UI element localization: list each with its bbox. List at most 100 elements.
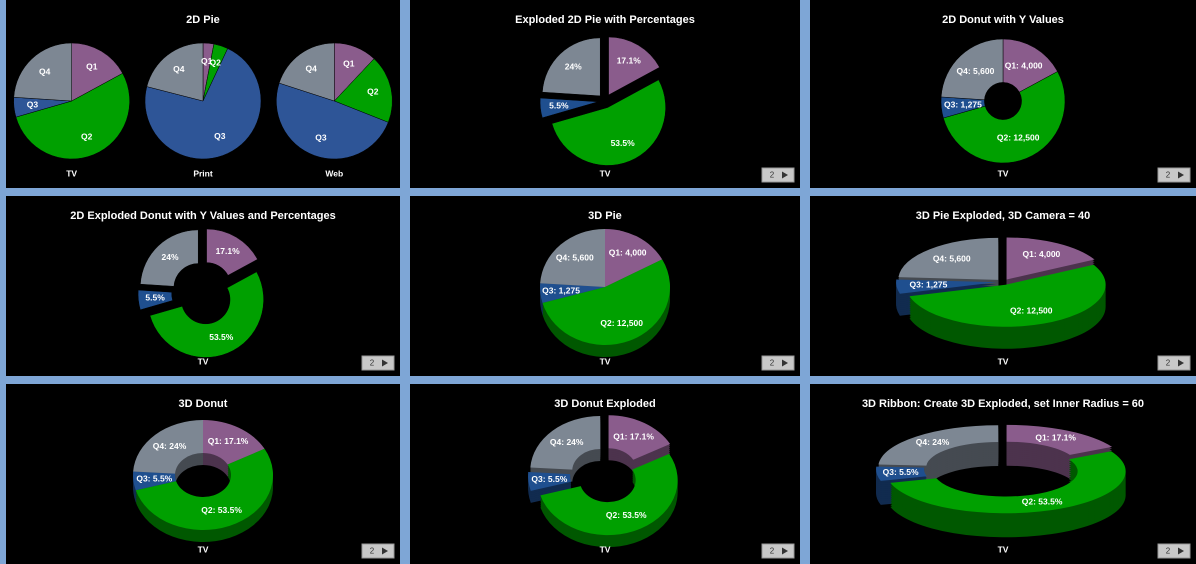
slice-label: Q2: 53.5% <box>201 505 242 515</box>
chart-title: 3D Pie Exploded, 3D Camera = 40 <box>916 210 1091 222</box>
slice-label: Q2: 53.5% <box>1022 497 1063 507</box>
slice <box>71 42 123 102</box>
pager-arrow <box>1178 171 1184 179</box>
chart-title: 3D Donut <box>179 398 228 410</box>
pager-arrow <box>1178 359 1184 367</box>
slice-label: 5.5% <box>549 100 569 110</box>
pager-label: 2 <box>370 359 375 368</box>
pager-button[interactable] <box>361 355 395 371</box>
slice-label: Q1: 17.1% <box>1035 432 1076 442</box>
slice <box>15 72 130 160</box>
slice-label: Q4: 5,600 <box>933 253 971 263</box>
slice-label: 5.5% <box>145 292 165 302</box>
chart-panel: 2D Exploded Donut with Y Values and Perc… <box>6 196 400 376</box>
pager-button[interactable] <box>1157 543 1191 559</box>
slice <box>137 289 173 311</box>
pager-button[interactable] <box>761 355 795 371</box>
pager-label: 2 <box>1166 359 1171 368</box>
slice-label: 17.1% <box>617 55 642 65</box>
slice-label: Q3: 5.5% <box>531 474 567 484</box>
slice <box>276 82 389 160</box>
slice-label: Q4: 24% <box>916 437 950 447</box>
slice <box>909 264 1106 327</box>
slice <box>333 58 393 123</box>
slice-label: Q4 <box>39 66 51 76</box>
pager-label: 2 <box>770 547 775 556</box>
chart-title: 2D Pie <box>186 14 220 26</box>
slice-label: Q1: 4,000 <box>1022 249 1060 259</box>
slice <box>539 97 599 119</box>
slice-label: 17.1% <box>216 246 241 256</box>
pager-button[interactable] <box>761 167 795 183</box>
slice-label: 53.5% <box>209 332 234 342</box>
slice-label: Q1 <box>343 59 355 69</box>
chart-panel: 3D Donut 2 Q1: 17.1% Q2: 53.5% Q3: 5.5% Q4: 2… <box>6 384 400 564</box>
pager-label: 2 <box>770 359 775 368</box>
chart-panel: 2D Donut with Y Values 2 Q1: 4,000 Q2: 12,5… <box>810 0 1196 188</box>
slice-label: Q3 <box>315 132 327 142</box>
slice-label: Q1: 4,000 <box>609 247 647 257</box>
slice <box>551 79 666 166</box>
slice <box>898 237 999 280</box>
slice <box>542 37 601 97</box>
slice <box>1006 237 1095 280</box>
series-label: TV <box>198 544 209 554</box>
slice <box>608 36 660 96</box>
slice-label: Q3: 1,275 <box>910 280 948 290</box>
slice <box>940 38 1004 101</box>
series-label: TV <box>600 356 611 366</box>
pager-arrow <box>382 359 388 367</box>
slice <box>540 283 605 303</box>
chart-panel: 3D Pie 2 Q1: 4,000 Q2: 12,500 Q3: 1,275 Q4: 5… <box>410 196 800 376</box>
slice <box>896 279 997 294</box>
slice-label: Q4: 24% <box>153 441 187 451</box>
slice-label: Q2 <box>81 132 93 142</box>
chart-panel: 3D Donut Exploded 2 Q1: 17.1% Q2: 53.5% Q3: … <box>410 384 800 564</box>
slice-label: Q2: 12,500 <box>1010 305 1053 315</box>
pager-button[interactable] <box>361 543 395 559</box>
slice <box>540 453 678 536</box>
chart-title: 2D Donut with Y Values <box>942 14 1064 26</box>
slice-label: Q4: 5,600 <box>957 66 995 76</box>
slice <box>133 471 177 491</box>
slice-label: Q2: 53.5% <box>606 510 647 520</box>
chart-panel: Exploded 2D Pie with Percentages 2 17.1% 53… <box>410 0 800 188</box>
series-label: TV <box>998 544 1009 554</box>
chart-panel: 3D Pie Exploded, 3D Camera = 40 2 Q1: 4,00… <box>810 196 1196 376</box>
chart-panel: 3D Ribbon: Create 3D Exploded, set Inner… <box>810 384 1196 564</box>
slice-label: Q4: 24% <box>550 437 584 447</box>
slice-label: 24% <box>565 61 582 71</box>
pager-button[interactable] <box>761 543 795 559</box>
series-label: TV <box>998 356 1009 366</box>
slice <box>203 420 265 465</box>
pager-arrow <box>382 547 388 555</box>
slice-label: Q2: 12,500 <box>997 133 1040 143</box>
chart-title: 3D Donut Exploded <box>554 398 655 410</box>
series-label: TV <box>998 168 1009 178</box>
pager-button[interactable] <box>1157 167 1191 183</box>
slice-label: Q3: 5.5% <box>136 473 172 483</box>
slice-label: Q3 <box>214 131 226 141</box>
slice <box>608 415 671 460</box>
slice-label: Q3: 1,275 <box>944 100 982 110</box>
slice <box>146 42 204 102</box>
pager-label: 2 <box>1166 171 1171 180</box>
slice <box>149 271 264 358</box>
series-label: TV <box>66 168 77 178</box>
chart-title: 3D Ribbon: Create 3D Exploded, set Inner… <box>862 398 1144 410</box>
slice-label: Q2 <box>210 58 222 68</box>
slice <box>542 259 670 345</box>
slice <box>133 420 203 474</box>
slice-label: Q4 <box>173 64 185 74</box>
pager-arrow <box>782 359 788 367</box>
slice-label: Q3: 5.5% <box>883 467 919 477</box>
pager-label: 2 <box>1166 547 1171 556</box>
pager-arrow <box>782 547 788 555</box>
pager-button[interactable] <box>1157 355 1191 371</box>
slice <box>140 229 199 287</box>
slice-label: Q1: 17.1% <box>208 436 249 446</box>
slice-label: Q1: 17.1% <box>613 431 654 441</box>
slice-label: Q1 <box>86 61 98 71</box>
